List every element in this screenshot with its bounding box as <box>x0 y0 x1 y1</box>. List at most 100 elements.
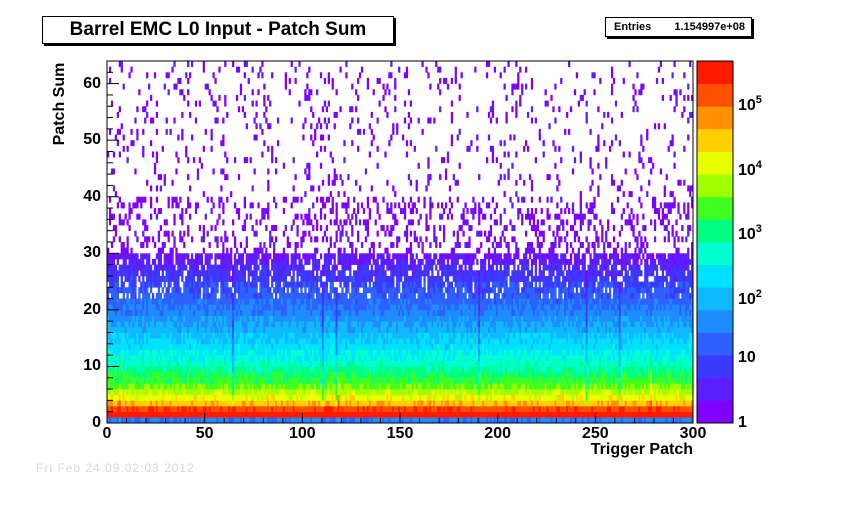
heatmap-cell <box>278 377 282 384</box>
heatmap-cell <box>327 134 330 141</box>
heatmap-cell <box>142 264 145 271</box>
heatmap-cell <box>310 185 313 192</box>
heatmap-cell <box>360 389 364 396</box>
heatmap-cell <box>388 72 391 79</box>
heatmap-cell <box>122 326 125 333</box>
heatmap-cell <box>376 372 379 379</box>
heatmap-cell <box>335 298 338 305</box>
heatmap-cell <box>366 258 370 265</box>
heatmap-cell <box>335 315 338 322</box>
heatmap-cell <box>122 321 125 328</box>
heatmap-cell <box>190 236 194 243</box>
heatmap-cell <box>376 411 379 418</box>
heatmap-cell <box>204 349 207 356</box>
heatmap-cell <box>202 332 205 339</box>
heatmap-cell <box>151 355 155 362</box>
heatmap-cell <box>179 77 182 84</box>
heatmap-cell <box>251 389 254 396</box>
heatmap-cell <box>216 400 219 407</box>
heatmap-cell <box>136 202 139 209</box>
heatmap-cell <box>335 213 338 220</box>
heatmap-cell <box>110 258 114 265</box>
heatmap-cell <box>300 411 303 418</box>
heatmap-cell <box>337 400 340 407</box>
heatmap-cell <box>146 383 149 390</box>
heatmap-cell <box>351 411 354 418</box>
heatmap-cell <box>249 389 252 396</box>
heatmap-cell <box>388 208 391 215</box>
heatmap-cell <box>222 219 225 226</box>
heatmap-cell <box>187 61 190 67</box>
heatmap-cell <box>368 411 371 418</box>
heatmap-cell <box>327 321 330 328</box>
heatmap-cell <box>251 349 254 356</box>
heatmap-cell <box>253 417 256 424</box>
heatmap-cell <box>177 292 180 299</box>
heatmap-cell <box>159 225 162 231</box>
heatmap-cell <box>185 366 188 373</box>
heatmap-cell <box>321 298 325 305</box>
heatmap-cell <box>157 208 161 215</box>
heatmap-cell <box>288 281 291 288</box>
heatmap-cell <box>140 355 143 362</box>
heatmap-cell <box>355 106 358 113</box>
heatmap-cell <box>325 355 329 362</box>
heatmap-cell <box>364 270 368 277</box>
heatmap-cell <box>290 315 293 322</box>
heatmap-cell <box>280 258 284 265</box>
heatmap-cell <box>257 400 260 407</box>
heatmap-cell <box>173 360 176 367</box>
heatmap-cell <box>187 157 190 164</box>
heatmap-cell <box>241 417 245 424</box>
heatmap-cell <box>288 383 291 390</box>
heatmap-cell <box>169 298 172 305</box>
heatmap-cell <box>290 225 293 231</box>
heatmap-cell <box>257 264 260 271</box>
heatmap-cell <box>308 377 311 384</box>
heatmap-cell <box>284 349 287 356</box>
heatmap-cell <box>233 417 237 424</box>
heatmap-cell <box>185 355 188 362</box>
heatmap-cell <box>308 343 311 350</box>
heatmap-cell <box>157 275 161 282</box>
heatmap-cell <box>233 304 237 311</box>
heatmap-cell <box>251 394 254 401</box>
heatmap-cell <box>243 264 246 271</box>
heatmap-cell <box>337 360 340 367</box>
heatmap-cell <box>171 202 174 209</box>
heatmap-cell <box>163 179 166 186</box>
heatmap-cell <box>302 264 305 271</box>
heatmap-cell <box>310 406 313 412</box>
heatmap-cell <box>253 281 256 288</box>
heatmap-cell <box>210 145 213 152</box>
heatmap-cell <box>333 304 336 311</box>
heatmap-cell <box>239 321 243 328</box>
heatmap-cell <box>206 258 209 265</box>
heatmap-cell <box>144 366 147 373</box>
heatmap-cell <box>218 343 221 350</box>
heatmap-cell <box>142 389 145 396</box>
heatmap-cell <box>304 406 307 412</box>
heatmap-cell <box>276 417 280 424</box>
heatmap-cell <box>269 321 272 328</box>
heatmap-cell <box>351 281 354 288</box>
heatmap-cell <box>292 400 295 407</box>
heatmap-cell <box>319 349 323 356</box>
heatmap-cell <box>233 321 237 328</box>
heatmap-cell <box>165 338 168 345</box>
heatmap-cell <box>155 377 159 384</box>
heatmap-cell <box>394 411 397 418</box>
heatmap-cell <box>134 343 137 350</box>
heatmap-cell <box>108 366 112 373</box>
heatmap-cell <box>108 196 112 203</box>
heatmap-cell <box>343 400 346 407</box>
heatmap-cell <box>388 360 391 367</box>
heatmap-cell <box>294 400 297 407</box>
heatmap-cell <box>358 72 362 79</box>
heatmap-cell <box>114 321 118 328</box>
heatmap-cell <box>366 230 370 237</box>
heatmap-cell <box>364 355 368 362</box>
heatmap-cell <box>392 242 395 248</box>
heatmap-cell <box>343 389 346 396</box>
heatmap-cell <box>271 292 274 299</box>
